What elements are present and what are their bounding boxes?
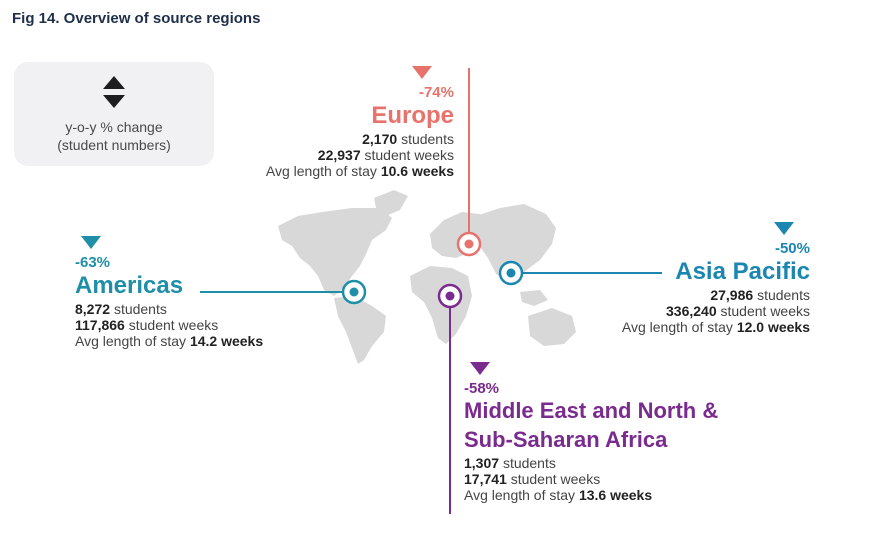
asia-shape — [474, 204, 556, 282]
americas-weeks: 117,866 student weeks — [75, 317, 219, 333]
down-triangle-icon — [470, 362, 490, 375]
down-triangle-icon — [81, 236, 101, 249]
asia-pacific-name: Asia Pacific — [675, 258, 810, 285]
mena-ssa-marker — [437, 283, 463, 309]
americas-stay: Avg length of stay 14.2 weeks — [75, 333, 264, 349]
europe-stay: Avg length of stay 10.6 weeks — [265, 163, 454, 179]
north-america-shape — [278, 208, 392, 296]
europe-name: Europe — [371, 102, 454, 129]
region-mena-ssa: -58% Middle East and North & Sub-Saharan… — [464, 362, 864, 503]
mena-ssa-change: -58% — [464, 380, 500, 397]
down-triangle-icon — [412, 66, 432, 79]
asia-pacific-weeks: 336,240 student weeks — [666, 303, 810, 319]
americas-marker — [341, 279, 367, 305]
region-europe: -74% Europe 2,170 students 22,937 studen… — [194, 66, 454, 179]
asia-pacific-students: 27,986 students — [710, 287, 810, 303]
sea-islands-shape — [520, 290, 548, 306]
europe-students: 2,170 students — [362, 131, 454, 147]
mena-ssa-name-line-2: Sub-Saharan Africa — [464, 427, 668, 452]
mena-ssa-weeks: 17,741 student weeks — [464, 471, 601, 487]
legend-box: y-o-y % change (student numbers) — [14, 62, 214, 166]
europe-change: -74% — [418, 84, 454, 101]
americas-change: -63% — [75, 254, 111, 271]
australia-shape — [528, 308, 576, 346]
asia-pacific-change: -50% — [774, 240, 810, 257]
up-down-arrows-icon — [103, 76, 125, 108]
asia-pacific-marker — [498, 260, 524, 286]
mena-ssa-stay: Avg length of stay 13.6 weeks — [464, 487, 653, 503]
greenland-shape — [374, 190, 408, 216]
asia-pacific-stay: Avg length of stay 12.0 weeks — [621, 319, 810, 335]
africa-shape — [410, 266, 472, 344]
map-continents — [278, 190, 576, 364]
legend-line-1: y-o-y % change — [65, 119, 163, 135]
region-americas: -63% Americas 8,272 students 117,866 stu… — [75, 236, 335, 349]
figure-title: Fig 14. Overview of source regions — [12, 10, 261, 27]
legend-line-2: (student numbers) — [57, 137, 171, 153]
europe-marker — [456, 231, 482, 257]
region-asia-pacific: -50% Asia Pacific 27,986 students 336,24… — [550, 222, 810, 335]
mena-ssa-students: 1,307 students — [464, 455, 556, 471]
south-america-shape — [334, 296, 386, 364]
europe-weeks: 22,937 student weeks — [317, 147, 454, 163]
mena-ssa-name-line-1: Middle East and North & — [464, 398, 719, 423]
americas-name: Americas — [75, 272, 184, 299]
americas-students: 8,272 students — [75, 301, 167, 317]
down-triangle-icon — [774, 222, 794, 235]
